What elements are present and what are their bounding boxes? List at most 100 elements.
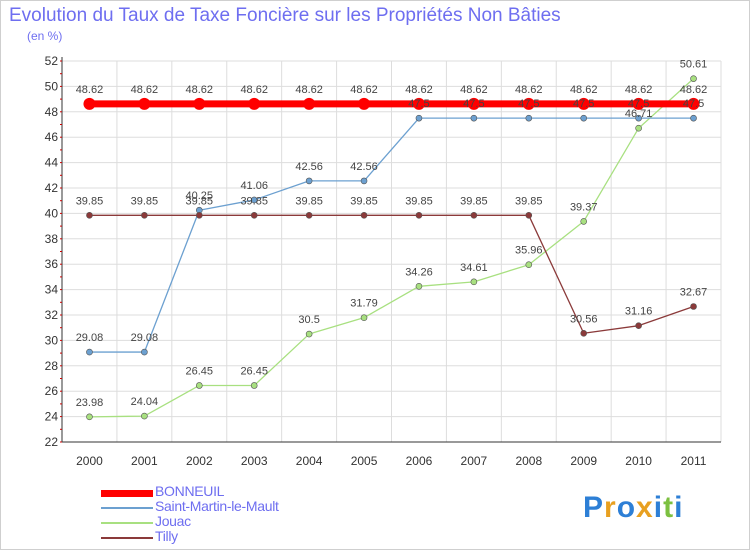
data-point xyxy=(635,322,642,329)
data-label: 31.79 xyxy=(350,298,378,310)
data-point xyxy=(305,212,313,219)
proxiti-logo: Proxiti xyxy=(583,491,683,525)
data-label: 40.25 xyxy=(186,190,214,202)
x-tick-label: 2005 xyxy=(351,454,378,468)
data-point xyxy=(580,114,588,122)
legend-swatch xyxy=(101,537,153,539)
data-label: 48.62 xyxy=(295,84,323,96)
logo-letter: o xyxy=(616,491,637,524)
y-tick-label: 30 xyxy=(45,333,59,347)
data-label: 47.5 xyxy=(518,98,539,110)
data-label: 42.56 xyxy=(350,161,378,173)
data-point xyxy=(580,218,588,225)
data-point xyxy=(687,97,700,110)
data-point xyxy=(470,212,478,219)
data-label: 39.85 xyxy=(240,195,268,207)
data-label: 47.5 xyxy=(463,98,484,110)
legend-label: Tilly xyxy=(155,528,178,544)
logo-letter: i xyxy=(674,491,684,524)
data-label: 39.85 xyxy=(295,195,323,207)
data-point xyxy=(690,114,697,122)
chart-title: Evolution du Taux de Taxe Foncière sur l… xyxy=(9,5,561,26)
data-point xyxy=(86,413,93,421)
x-tick-label: 2003 xyxy=(241,454,268,468)
data-label: 32.67 xyxy=(680,286,708,298)
x-tick-label: 2009 xyxy=(570,454,597,468)
data-point xyxy=(360,212,368,219)
data-point xyxy=(83,97,96,110)
data-point xyxy=(577,97,590,110)
data-point xyxy=(415,212,423,219)
data-label: 30.56 xyxy=(570,313,598,325)
chart-subtitle: (en %) xyxy=(27,29,63,43)
y-tick-label: 22 xyxy=(45,435,59,449)
data-label: 30.5 xyxy=(298,314,319,326)
data-point xyxy=(305,330,313,338)
legend-swatch xyxy=(101,522,153,524)
y-tick-label: 28 xyxy=(45,359,59,373)
data-label: 48.62 xyxy=(240,84,268,96)
data-label: 47.5 xyxy=(683,98,704,110)
legend-swatch xyxy=(101,507,153,509)
logo-letter: P xyxy=(583,491,605,524)
data-label: 41.06 xyxy=(240,180,268,192)
data-label: 47.5 xyxy=(408,98,429,110)
data-point xyxy=(248,97,261,110)
data-label: 48.62 xyxy=(625,84,653,96)
x-tick-label: 2000 xyxy=(76,454,103,468)
data-label: 31.16 xyxy=(625,306,653,318)
data-label: 39.85 xyxy=(460,195,488,207)
x-tick-label: 2002 xyxy=(186,454,213,468)
data-label: 39.85 xyxy=(186,195,214,207)
y-tick-label: 42 xyxy=(45,181,59,195)
data-point xyxy=(360,177,368,185)
data-label: 48.62 xyxy=(186,84,214,96)
legend-swatch xyxy=(101,489,153,497)
data-label: 34.61 xyxy=(460,262,488,274)
data-label: 39.37 xyxy=(570,201,598,213)
data-label: 48.62 xyxy=(680,84,708,96)
y-tick-label: 36 xyxy=(45,257,59,271)
data-label: 50.61 xyxy=(680,59,708,71)
legend-label: Jouac xyxy=(155,513,191,529)
data-label: 23.98 xyxy=(76,397,104,409)
data-label: 26.45 xyxy=(240,365,268,377)
data-label: 48.62 xyxy=(131,84,159,96)
data-label: 35.96 xyxy=(515,245,543,257)
data-label: 48.62 xyxy=(515,84,543,96)
data-label: 29.08 xyxy=(76,332,104,344)
y-tick-label: 44 xyxy=(45,156,59,170)
y-tick-label: 52 xyxy=(45,54,59,68)
data-label: 39.85 xyxy=(350,195,378,207)
data-label: 48.62 xyxy=(350,84,378,96)
data-label: 42.56 xyxy=(295,161,323,173)
x-tick-label: 2007 xyxy=(461,454,488,468)
data-label: 24.04 xyxy=(131,396,159,408)
data-label: 29.08 xyxy=(131,332,159,344)
data-point xyxy=(250,196,258,204)
y-tick-label: 38 xyxy=(45,232,59,246)
data-label: 48.62 xyxy=(76,84,104,96)
data-point xyxy=(415,282,423,290)
data-point xyxy=(632,97,645,110)
data-label: 48.62 xyxy=(405,84,433,96)
data-point xyxy=(690,75,697,82)
series-line-2 xyxy=(89,78,694,418)
data-point xyxy=(358,97,371,110)
data-label: 39.85 xyxy=(515,195,543,207)
data-point xyxy=(86,212,93,219)
y-tick-label: 46 xyxy=(45,130,59,144)
y-tick-label: 48 xyxy=(45,105,59,119)
data-point xyxy=(635,124,642,132)
data-point xyxy=(141,412,148,420)
data-point xyxy=(525,261,533,269)
data-point xyxy=(522,97,535,110)
data-point xyxy=(470,278,478,286)
data-point xyxy=(250,382,258,389)
data-label: 47.5 xyxy=(628,98,649,110)
data-point xyxy=(690,303,697,310)
legend-label: Saint-Martin-le-Mault xyxy=(155,498,279,514)
logo-letter: i xyxy=(653,491,664,524)
data-label: 39.85 xyxy=(76,195,104,207)
